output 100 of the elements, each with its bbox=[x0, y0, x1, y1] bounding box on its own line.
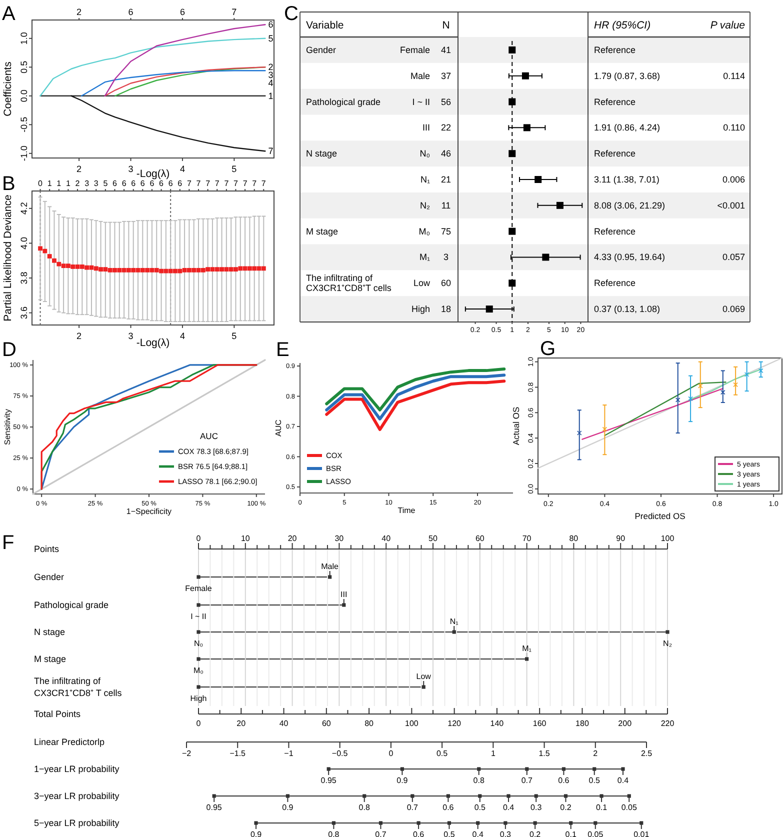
annotation: 0.4 bbox=[502, 803, 515, 812]
x-tick-label: 40 bbox=[382, 534, 392, 543]
y-tick-label: -0.5 bbox=[19, 116, 29, 132]
text: The infiltrating of CX3CR1⁺CD8⁺T cells bbox=[306, 273, 392, 294]
text: HR (95%CI) bbox=[594, 20, 651, 32]
y-tick-label: N stage bbox=[34, 627, 66, 637]
text: N bbox=[442, 20, 450, 32]
annotation: 0.3 bbox=[530, 803, 542, 812]
series-label: 3 bbox=[268, 70, 274, 80]
x2-tick-label: 100 bbox=[405, 719, 419, 728]
y-axis-title: Actual OS bbox=[511, 406, 521, 446]
y-axis-title: Partial Likelihood Deviance bbox=[2, 194, 14, 322]
text: M stage bbox=[306, 226, 338, 236]
annotation: 0.4 bbox=[617, 776, 630, 785]
text: 4.33 (0.95, 19.64) bbox=[594, 252, 666, 262]
y-tick-label: The infiltrating of CX3CR1⁺CD8⁺ T cells bbox=[34, 676, 122, 698]
text: 0.37 (0.13, 1.08) bbox=[594, 304, 660, 314]
text: 2 bbox=[76, 7, 82, 17]
text: 0.114 bbox=[723, 70, 745, 81]
annotation: 0.95 bbox=[206, 803, 222, 812]
y-tick-label: 4.0 bbox=[19, 236, 29, 250]
y-tick-label: III bbox=[422, 122, 430, 133]
x-axis-title: Linear Predictorlp bbox=[34, 737, 105, 747]
y-tick-label: M stage bbox=[34, 654, 66, 664]
series-label: 4 bbox=[268, 78, 274, 88]
text: 7 bbox=[232, 7, 237, 17]
y-tick-label: 3.8 bbox=[19, 272, 29, 284]
y-axis-title: Sensitivity bbox=[3, 408, 12, 446]
x-tick-label: 2 bbox=[593, 749, 598, 758]
text: 3.11 (1.38, 7.01) bbox=[594, 174, 660, 184]
y-tick-label: N₂ bbox=[420, 200, 430, 210]
text: 60 bbox=[440, 278, 452, 288]
text: 3 bbox=[443, 252, 449, 262]
text: 41 bbox=[440, 44, 452, 55]
y-tick-label: 3−year LR probability bbox=[34, 791, 120, 801]
x-tick-label: 10 bbox=[240, 534, 250, 543]
x-axis-title: Points bbox=[34, 544, 60, 554]
text: 37 bbox=[440, 70, 452, 81]
annotation: 0.6 bbox=[442, 803, 454, 812]
annotation: 0.5 bbox=[474, 803, 486, 812]
text: Reference bbox=[594, 148, 636, 159]
annotation: 0.1 bbox=[596, 803, 608, 812]
text: 6 bbox=[128, 7, 134, 17]
text: 6 bbox=[180, 7, 185, 17]
annotation: 0.5 bbox=[588, 776, 600, 785]
text: 1.91 (0.86, 4.24) bbox=[594, 122, 660, 133]
x-axis-title: -Log(λ) bbox=[136, 168, 170, 180]
y-axis-title: AUC bbox=[274, 419, 283, 436]
x-tick-label: 1.5 bbox=[538, 749, 550, 758]
y-tick-label: 1.0 bbox=[19, 32, 29, 45]
y-tick-label: 3.6 bbox=[19, 306, 29, 320]
annotation: 0.2 bbox=[560, 803, 572, 812]
x2-tick-label: 140 bbox=[490, 719, 504, 728]
x-tick-label: 2.5 bbox=[640, 749, 653, 758]
x-tick-label: 2 bbox=[76, 331, 82, 341]
x-tick-label: 4 bbox=[180, 331, 185, 341]
annotation: High bbox=[190, 694, 207, 703]
text: C bbox=[284, 3, 298, 25]
series-label: 7 bbox=[268, 146, 274, 156]
annotation: 0.7 bbox=[375, 830, 387, 837]
legend-title: AUC bbox=[200, 431, 218, 441]
text: 0.110 bbox=[723, 122, 745, 133]
chart-title: E bbox=[276, 339, 290, 361]
x2-tick-label: 80 bbox=[364, 719, 374, 728]
x-tick-label: −1.5 bbox=[230, 749, 246, 758]
x-tick-label: 50 bbox=[428, 534, 438, 543]
annotation: N₀ bbox=[194, 639, 204, 648]
y-tick-label: -1.0 bbox=[19, 146, 29, 162]
chart-title: B bbox=[2, 173, 16, 195]
x-tick-label: −0.5 bbox=[332, 749, 348, 758]
annotation: N₂ bbox=[663, 639, 672, 648]
series-label: 1 bbox=[268, 90, 274, 101]
annotation: N₁ bbox=[450, 617, 459, 626]
text: 11 bbox=[441, 200, 451, 210]
x-tick-label: 5 bbox=[232, 331, 237, 341]
annotation: III bbox=[340, 590, 348, 599]
text: 46 bbox=[440, 148, 452, 159]
y-axis-title: Coefficients bbox=[2, 62, 14, 116]
x-tick-label: 3 bbox=[128, 331, 134, 341]
x2-tick-label: 120 bbox=[448, 719, 462, 728]
x2-tick-label: 200 bbox=[618, 719, 632, 728]
x-tick-label: 1 bbox=[490, 749, 496, 758]
text: F bbox=[2, 532, 14, 554]
x2-tick-label: 60 bbox=[322, 719, 332, 728]
x-tick-label: 80 bbox=[569, 534, 579, 543]
text: 8.08 (3.06, 21.29) bbox=[594, 200, 666, 210]
y-tick-label: M₁ bbox=[419, 252, 430, 262]
series-label: 2 bbox=[268, 62, 274, 72]
annotation: 0.05 bbox=[588, 830, 604, 837]
y-tick-label: 5−year LR probability bbox=[34, 818, 120, 828]
x-axis-title: -Log(λ) bbox=[136, 337, 170, 349]
annotation: 0.9 bbox=[250, 830, 262, 837]
x-tick-label: 3 bbox=[128, 164, 134, 174]
annotation: 0.8 bbox=[328, 830, 340, 837]
text: 22 bbox=[440, 122, 452, 133]
chart-title: D bbox=[2, 339, 16, 361]
annotation: Female bbox=[185, 584, 212, 593]
x-tick-label: 5 bbox=[232, 164, 237, 174]
x2-tick-label: 0 bbox=[196, 719, 202, 728]
x-tick-label: −2 bbox=[182, 749, 192, 758]
